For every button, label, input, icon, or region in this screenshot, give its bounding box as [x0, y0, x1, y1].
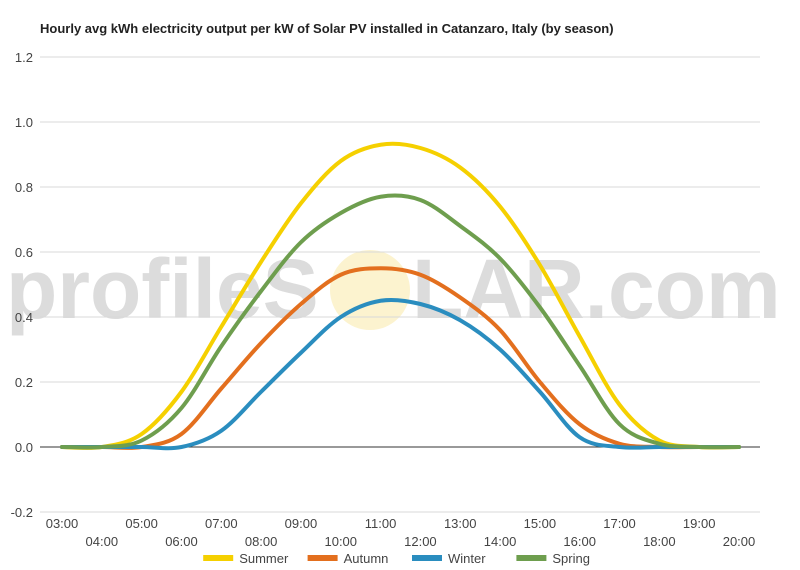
x-tick-label: 08:00 — [245, 534, 278, 549]
x-tick-label: 15:00 — [524, 516, 557, 531]
x-tick-label: 19:00 — [683, 516, 716, 531]
x-tick-label: 18:00 — [643, 534, 676, 549]
x-tick-label: 20:00 — [723, 534, 756, 549]
legend-label: Winter — [448, 551, 486, 566]
y-tick-label: 0.4 — [15, 310, 33, 325]
y-tick-label: 0.8 — [15, 180, 33, 195]
legend-item-summer[interactable]: Summer — [203, 551, 289, 566]
x-tick-label: 10:00 — [324, 534, 357, 549]
legend-swatch — [412, 555, 442, 561]
watermark: profileS LAR.com — [6, 242, 781, 336]
legend: Summer Autumn Winter Spring — [203, 551, 590, 566]
y-tick-label: 1.2 — [15, 50, 33, 65]
x-tick-label: 03:00 — [46, 516, 79, 531]
legend-label: Spring — [552, 551, 590, 566]
y-tick-label: -0.2 — [11, 505, 33, 520]
series-line-winter — [60, 297, 741, 451]
x-tick-label: 12:00 — [404, 534, 437, 549]
series-line-autumn — [60, 266, 741, 450]
legend-label: Summer — [239, 551, 289, 566]
watermark-left-text: profileS — [6, 242, 319, 336]
legend-item-winter[interactable]: Winter — [412, 551, 486, 566]
x-tick-label: 05:00 — [125, 516, 158, 531]
y-tick-label: 1.0 — [15, 115, 33, 130]
x-axis-ticks: 03:00 04:00 05:00 06:00 07:00 08:00 09:00 10:00… — [46, 516, 756, 549]
series-line-summer — [60, 141, 741, 450]
x-tick-label: 06:00 — [165, 534, 198, 549]
x-tick-label: 04:00 — [86, 534, 119, 549]
y-tick-label: 0.6 — [15, 245, 33, 260]
x-tick-label: 14:00 — [484, 534, 517, 549]
x-tick-label: 16:00 — [563, 534, 596, 549]
legend-swatch — [203, 555, 234, 561]
legend-item-spring[interactable]: Spring — [516, 551, 590, 566]
grid-lines — [40, 56, 760, 513]
chart-title: Hourly avg kWh electricity output per kW… — [40, 21, 614, 36]
series-line-spring — [60, 193, 741, 450]
y-tick-label: 0.0 — [15, 440, 33, 455]
x-tick-label: 17:00 — [603, 516, 636, 531]
x-tick-label: 09:00 — [285, 516, 318, 531]
x-tick-label: 11:00 — [365, 516, 397, 531]
x-tick-label: 13:00 — [444, 516, 477, 531]
legend-item-autumn[interactable]: Autumn — [307, 551, 389, 566]
watermark-right-text: LAR.com — [412, 242, 781, 336]
x-tick-label: 07:00 — [205, 516, 238, 531]
y-tick-label: 0.2 — [15, 375, 33, 390]
legend-swatch — [516, 555, 547, 561]
legend-swatch — [307, 555, 338, 561]
series-lines — [60, 141, 741, 451]
legend-label: Autumn — [344, 551, 389, 566]
y-axis-ticks: -0.2 0.0 0.2 0.4 0.6 0.8 1.0 1.2 — [11, 50, 33, 520]
